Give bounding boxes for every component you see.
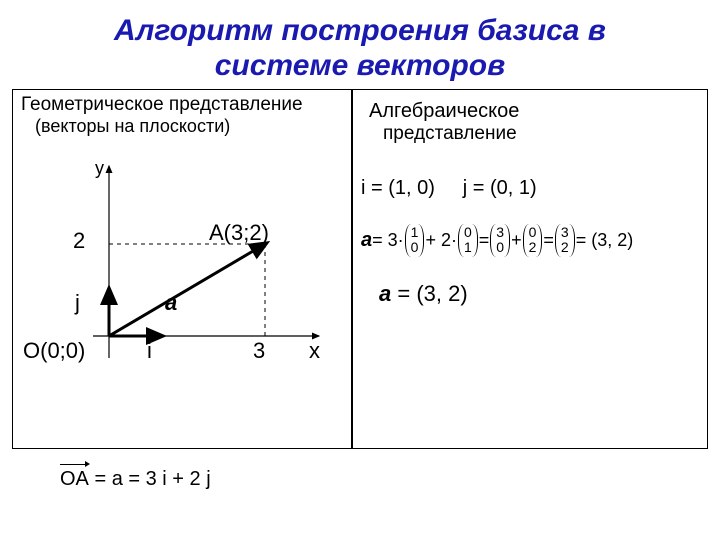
a-result-a: a — [379, 281, 391, 306]
col-vec-s1: 30 — [490, 224, 510, 257]
label-3: 3 — [253, 338, 265, 364]
a-result-rest: = (3, 2) — [391, 281, 467, 306]
origin-label: O(0;0) — [23, 338, 85, 364]
left-subtitle-2: (векторы на плоскости) — [13, 116, 351, 141]
col-vec-r: 32 — [555, 224, 575, 257]
col-vec-e2: 01 — [458, 224, 478, 257]
basis-definitions: i = (1, 0) j = (0, 1) — [361, 177, 699, 200]
slide-title: Алгоритм построения базиса в системе век… — [0, 0, 720, 89]
col-vec-e1: 10 — [405, 224, 425, 257]
bottom-equation: OA = a = 3 i + 2 j — [60, 468, 211, 491]
eq-plus2: + 2· — [425, 230, 457, 251]
eq-a: a — [361, 229, 372, 252]
eq-eq2: = — [543, 230, 554, 251]
bottom-rest: = a = 3 i + 2 j — [89, 468, 211, 490]
col-vec-s2: 02 — [523, 224, 543, 257]
point-a-label: A(3;2) — [209, 220, 269, 246]
panels-row: Геометрическое представление (векторы на… — [0, 89, 720, 449]
x-axis-label: x — [309, 338, 320, 364]
label-2: 2 — [73, 228, 85, 254]
eq-result-pair: = (3, 2) — [576, 230, 634, 251]
eq-3dot: = 3· — [372, 230, 404, 251]
y-axis-label: y — [95, 158, 104, 179]
title-line-1: Алгоритм построения базиса в — [30, 14, 690, 49]
left-subtitle-1: Геометрическое представление — [13, 90, 351, 116]
vector-a-label: a — [165, 290, 177, 316]
eq-plus3: + — [511, 230, 522, 251]
plot-svg — [13, 158, 361, 448]
oa-vector: OA — [60, 468, 89, 491]
panel-algebraic: Алгебраическое представление i = (1, 0) … — [352, 89, 708, 449]
title-line-2: системе векторов — [30, 49, 690, 84]
a-result: a = (3, 2) — [361, 281, 699, 307]
right-subtitle-1: Алгебраическое — [361, 96, 699, 123]
unit-i-label: i — [147, 338, 152, 364]
j-def: j = (0, 1) — [463, 177, 537, 199]
right-subtitle-2: представление — [361, 123, 699, 149]
slide-root: Алгоритм построения базиса в системе век… — [0, 0, 720, 540]
unit-j-label: j — [75, 290, 80, 316]
panel-geometric: Геометрическое представление (векторы на… — [12, 89, 352, 449]
geometric-plot: y 2 A(3;2) j a O(0;0) i 3 x — [13, 158, 351, 448]
vector-equation: a = 3· 10 + 2· 01 = 30 + 02 = 32 = (3, 2… — [361, 224, 699, 257]
eq-eq1: = — [479, 230, 490, 251]
i-def: i = (1, 0) — [361, 177, 435, 199]
